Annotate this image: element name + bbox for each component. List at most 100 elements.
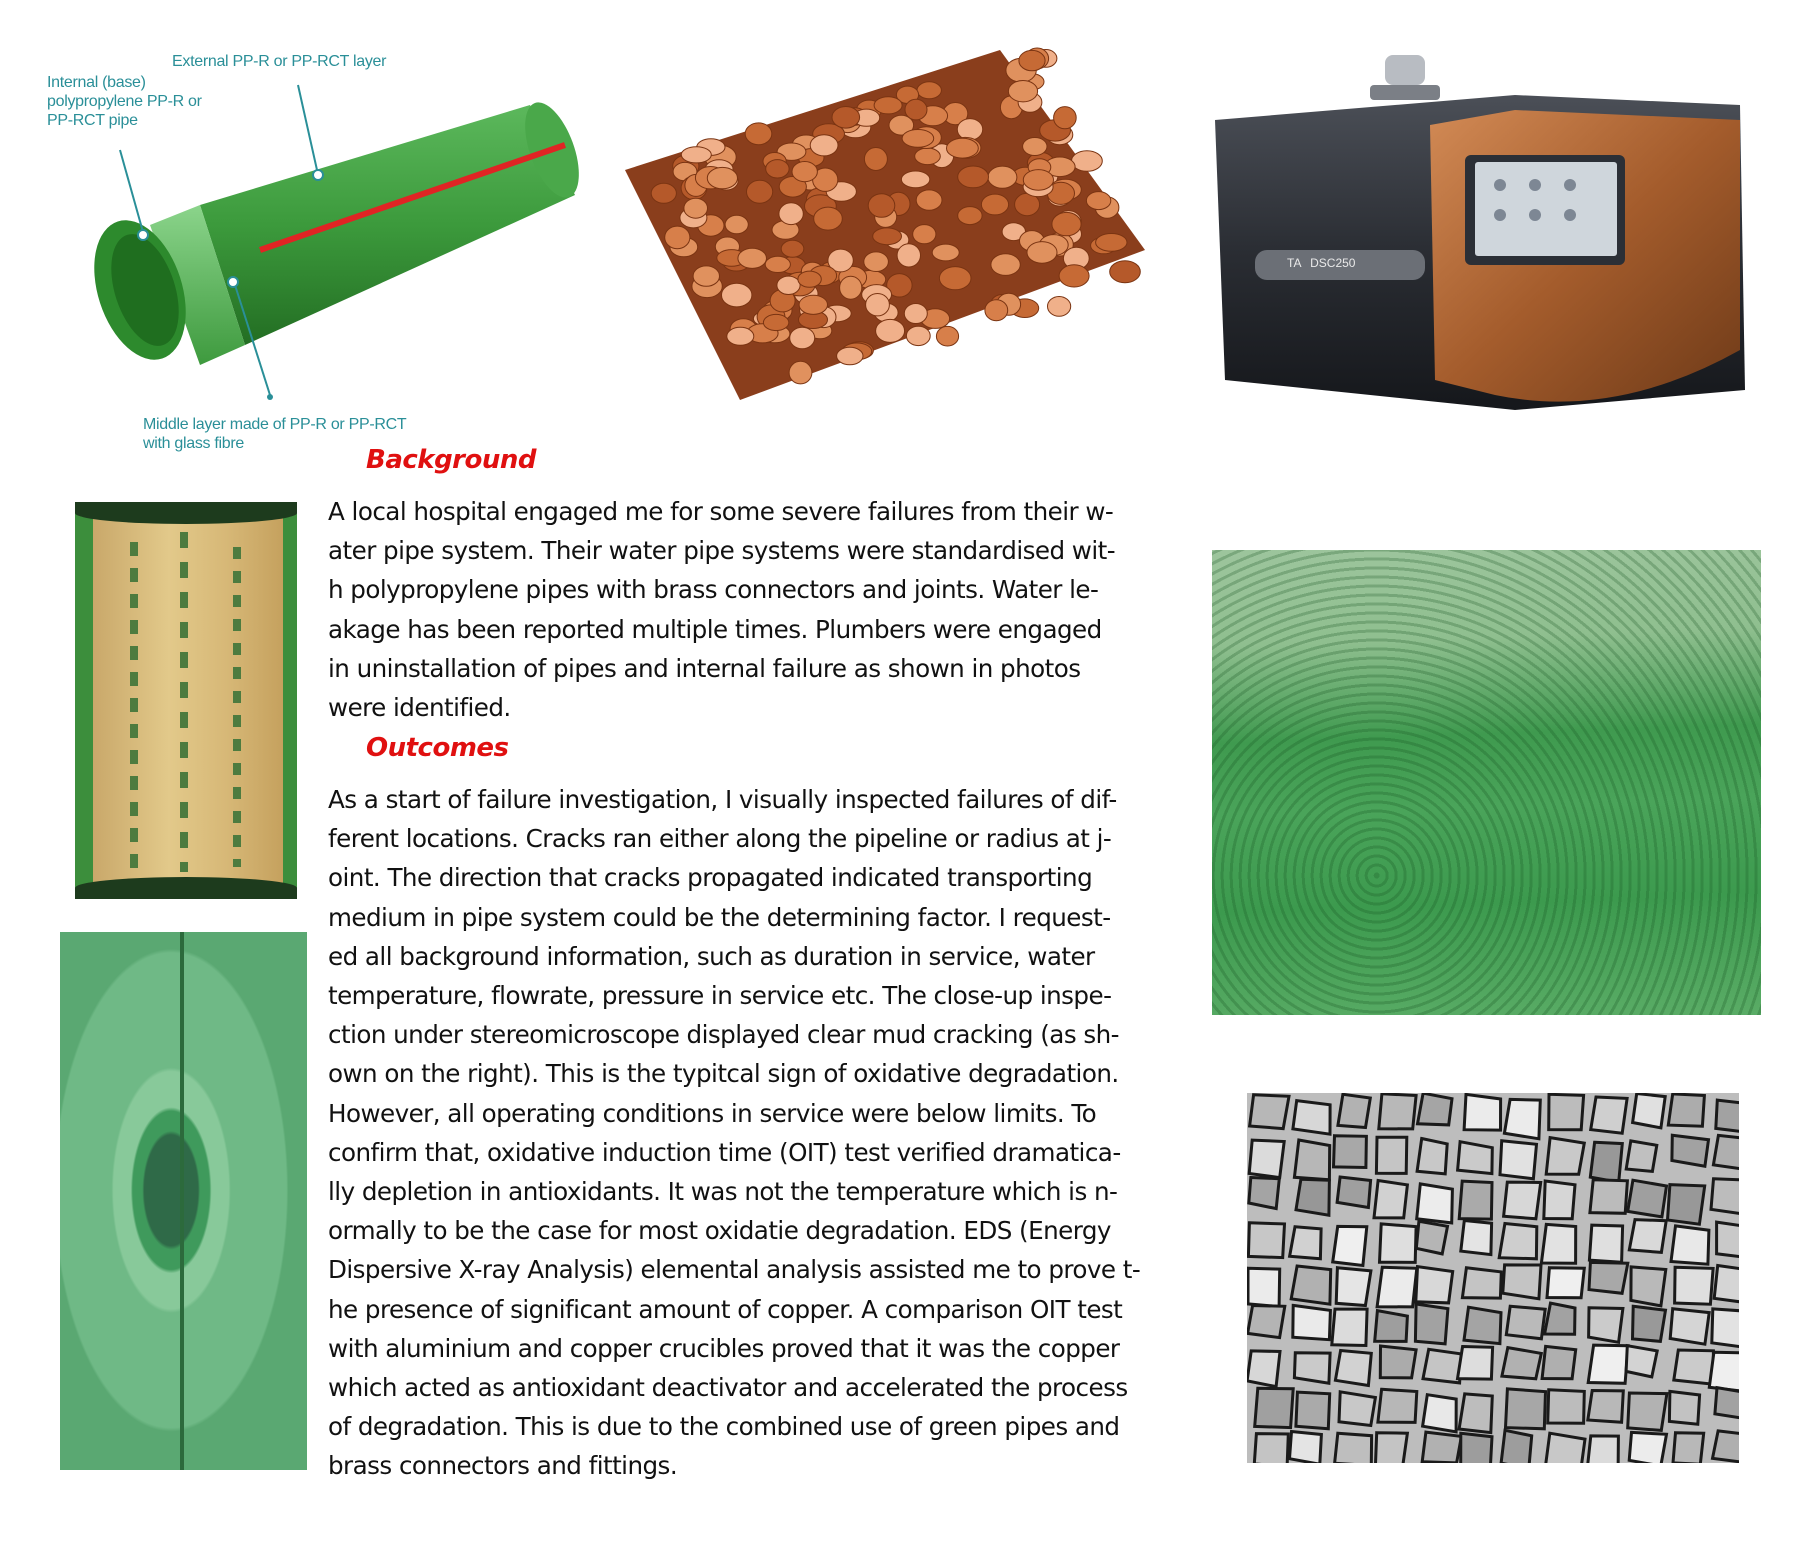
crucible — [683, 197, 708, 219]
crucible — [706, 166, 739, 190]
crucible — [664, 225, 691, 250]
crack-cell — [1247, 1175, 1281, 1211]
crack-cell — [1587, 1306, 1625, 1345]
crucible — [650, 182, 677, 204]
crack-cell — [1586, 1343, 1630, 1385]
crucible — [1026, 241, 1058, 264]
crack-cell — [1501, 1263, 1543, 1301]
crucible — [791, 161, 818, 183]
crucible — [900, 170, 931, 189]
crucible — [990, 253, 1021, 276]
crucible — [1085, 191, 1112, 211]
crucible — [886, 273, 913, 298]
crack-cell — [1627, 1218, 1668, 1255]
crucible — [872, 227, 903, 246]
crucible — [797, 270, 822, 288]
crack-cell — [1588, 1178, 1630, 1215]
crucible — [875, 318, 906, 343]
dsc-brand-label: TA DSC250 — [1287, 256, 1355, 270]
pipe-illustration — [94, 84, 579, 400]
crack-cell — [1333, 1348, 1373, 1388]
crack-cell — [1337, 1390, 1378, 1428]
crack-cell — [1459, 1218, 1494, 1257]
crack-cell — [1504, 1304, 1547, 1341]
crack-cell — [1287, 1225, 1323, 1261]
crack-cell — [1414, 1264, 1455, 1305]
text-line: brass connectors and fittings. — [328, 1451, 678, 1481]
text-line: lly depletion in antioxidants. It was no… — [328, 1177, 1118, 1207]
crack-cell — [1292, 1351, 1332, 1385]
crucible — [1058, 264, 1090, 288]
crack-cell — [1421, 1347, 1463, 1385]
crucible — [680, 146, 712, 164]
crucible — [1053, 106, 1077, 130]
pipe-layers-diagram: External PP-R or PP-RCT layer Internal (… — [40, 45, 600, 465]
crack-cell — [1289, 1264, 1333, 1306]
label-internal-line: polypropylene PP-R or — [47, 93, 202, 110]
text-line: ater pipe system. Their water pipe syste… — [328, 536, 1116, 566]
crack-cell — [1669, 1224, 1711, 1266]
crack-cell — [1287, 1429, 1323, 1463]
crack-cell — [1586, 1388, 1625, 1424]
text-line: akage has been reported multiple times. … — [328, 614, 1102, 644]
crucible — [987, 165, 1018, 189]
crack-cell — [1630, 1093, 1667, 1130]
text-line: he presence of significant amount of cop… — [328, 1294, 1123, 1324]
crack-cell — [1292, 1138, 1332, 1182]
crucible — [789, 326, 816, 350]
crack-cell — [1624, 1343, 1659, 1379]
crack-cell — [1546, 1388, 1586, 1425]
crack-cell — [1460, 1266, 1503, 1300]
crack-cell — [1415, 1093, 1454, 1127]
crack-cell — [1545, 1266, 1586, 1300]
crack-cell — [1711, 1133, 1739, 1171]
crack-cell — [1503, 1387, 1548, 1431]
crucible — [912, 224, 937, 245]
crack-cell — [1331, 1134, 1368, 1170]
background-paragraph: A local hospital engaged me for some sev… — [328, 492, 1208, 727]
label-internal-line: Internal (base) — [47, 74, 146, 91]
crucible — [764, 255, 791, 273]
crack-cell — [1459, 1431, 1494, 1463]
crack-cell — [1667, 1389, 1702, 1426]
crucible — [692, 265, 721, 287]
crucible — [980, 193, 1010, 216]
label-internal-line: PP-RCT pipe — [47, 112, 138, 129]
dsc-instrument-photo: TA DSC250 — [1195, 50, 1745, 420]
text-line: ction under stereomicroscope displayed c… — [328, 1020, 1120, 1050]
crucible — [813, 206, 843, 231]
crack-cell — [1415, 1136, 1449, 1176]
crack-cell — [1330, 1307, 1369, 1348]
crucible — [914, 147, 941, 166]
crucible — [905, 325, 931, 347]
crucible — [1051, 211, 1082, 237]
text-line: ferent locations. Cracks ran either alon… — [328, 824, 1112, 854]
dsc-brand: TA — [1287, 256, 1301, 270]
crack-cell — [1625, 1178, 1669, 1219]
crucible — [916, 81, 942, 100]
text-line: oint. The direction that cracks propagat… — [328, 863, 1093, 893]
crack-cell — [1462, 1305, 1503, 1346]
text-line: As a start of failure investigation, I v… — [328, 785, 1117, 814]
crucible — [778, 202, 804, 226]
crack-cell — [1497, 1221, 1539, 1261]
crucible — [762, 313, 790, 332]
crack-cell — [1542, 1301, 1577, 1336]
crucible — [798, 294, 829, 315]
text-line: Dispersive X-ray Analysis) elemental ana… — [328, 1255, 1141, 1285]
crucible — [1018, 49, 1046, 72]
crack-cell — [1247, 1349, 1282, 1389]
mudcrack-illustration — [1247, 1093, 1739, 1463]
crucible — [778, 176, 807, 198]
crucible — [1022, 137, 1048, 156]
text-line: confirm that, oxidative induction time (… — [328, 1137, 1121, 1167]
text-line: with aluminium and copper crucibles prov… — [328, 1333, 1120, 1363]
crucible — [935, 325, 960, 347]
crucible — [867, 193, 896, 218]
outcomes-heading: Outcomes — [366, 733, 509, 763]
crack-cell — [1373, 1308, 1409, 1343]
text-line: However, all operating conditions in ser… — [328, 1098, 1097, 1128]
text-line: A local hospital engaged me for some sev… — [328, 497, 1114, 526]
crucibles-illustration — [625, 47, 1145, 400]
crack-cell — [1415, 1182, 1454, 1225]
